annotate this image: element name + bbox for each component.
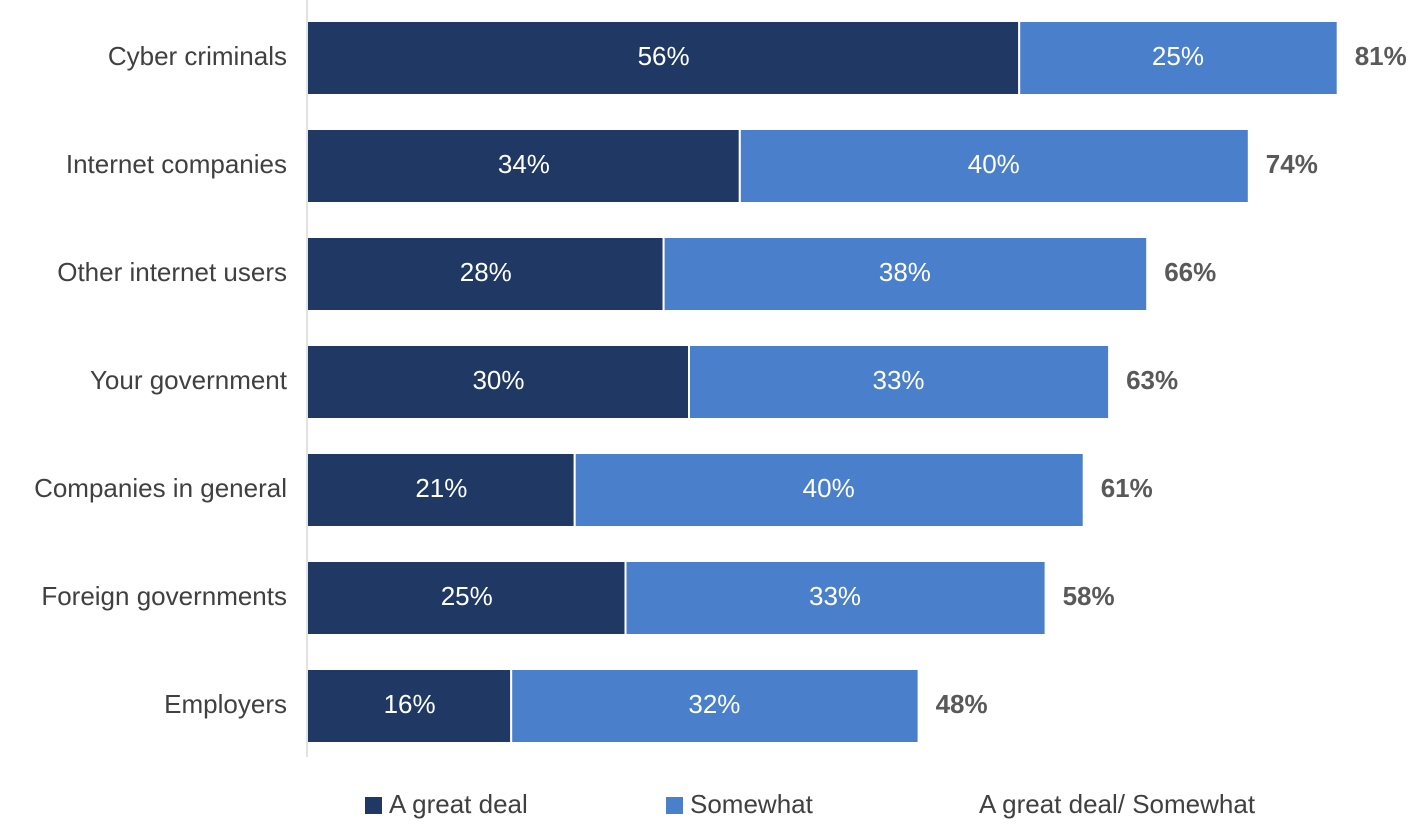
legend-label: A great deal/ Somewhat	[979, 789, 1256, 819]
data-label: 56%	[638, 41, 690, 71]
legend-label: Somewhat	[690, 789, 814, 819]
bar-segment	[625, 562, 1045, 634]
bar-segment	[308, 454, 574, 526]
bar-segment	[308, 562, 625, 634]
total-label: 74%	[1266, 149, 1318, 179]
total-label: 48%	[936, 689, 988, 719]
bar-segment	[308, 130, 739, 202]
bar-segment	[1019, 22, 1337, 94]
total-label: 81%	[1355, 41, 1407, 71]
bar-segment	[689, 346, 1109, 418]
total-label: 58%	[1063, 581, 1115, 611]
total-label: 63%	[1126, 365, 1178, 395]
category-label: Your government	[90, 365, 288, 395]
bar-segment	[308, 670, 511, 742]
bar-segment	[308, 346, 688, 418]
data-label: 34%	[498, 149, 550, 179]
data-label: 40%	[968, 149, 1020, 179]
data-label: 28%	[460, 257, 512, 287]
data-label: 33%	[809, 581, 861, 611]
category-label: Other internet users	[57, 257, 287, 287]
category-label: Employers	[164, 689, 287, 719]
data-label: 40%	[803, 473, 855, 503]
bar-segment	[308, 238, 663, 310]
plot-area: Cyber criminals 56% 25% 81% Internet compani…	[34, 22, 1407, 742]
legend: A great deal Somewhat A great deal/ Somewh…	[365, 789, 1256, 819]
category-label: Companies in general	[34, 473, 287, 503]
bar-segment	[574, 454, 1083, 526]
data-label: 38%	[879, 257, 931, 287]
data-label: 21%	[415, 473, 467, 503]
category-label: Internet companies	[66, 149, 287, 179]
data-label: 25%	[1152, 41, 1204, 71]
data-label: 25%	[441, 581, 493, 611]
data-label: 33%	[873, 365, 925, 395]
legend-swatch	[365, 797, 382, 814]
bar-segment	[308, 22, 1019, 94]
category-label: Cyber criminals	[108, 41, 287, 71]
total-label: 61%	[1101, 473, 1153, 503]
bar-segment	[511, 670, 918, 742]
data-label: 32%	[688, 689, 740, 719]
bar-segment	[663, 238, 1147, 310]
category-label: Foreign governments	[41, 581, 287, 611]
total-label: 66%	[1164, 257, 1216, 287]
legend-swatch	[666, 797, 683, 814]
data-label: 30%	[472, 365, 524, 395]
bar-segment	[739, 130, 1248, 202]
legend-label: A great deal	[389, 789, 528, 819]
data-label: 16%	[384, 689, 436, 719]
